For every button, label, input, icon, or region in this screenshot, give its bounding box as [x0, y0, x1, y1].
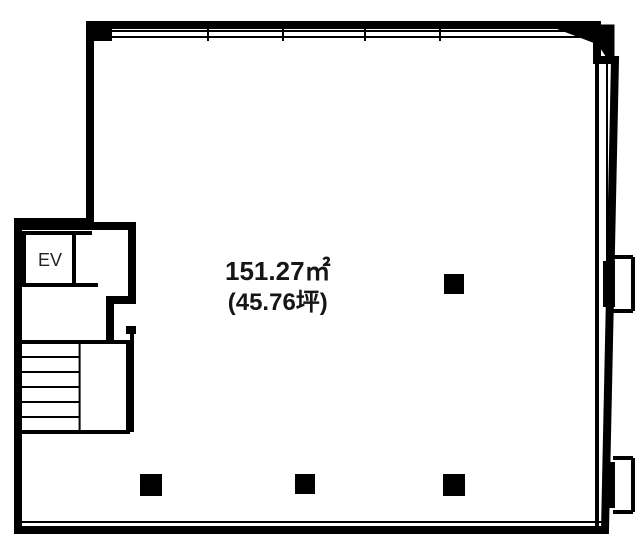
- floor-plan-canvas: 151.27㎡ (45.76坪) EV: [0, 0, 640, 554]
- column: [443, 474, 465, 496]
- column: [295, 474, 315, 494]
- column: [444, 274, 464, 294]
- top-left-post: [86, 21, 112, 41]
- outer-wall: [18, 25, 615, 530]
- floor-plan-svg: [0, 0, 640, 554]
- right-pilaster: [603, 261, 615, 307]
- column: [140, 474, 162, 496]
- ev-room: [24, 233, 74, 285]
- right-pilaster: [603, 462, 615, 508]
